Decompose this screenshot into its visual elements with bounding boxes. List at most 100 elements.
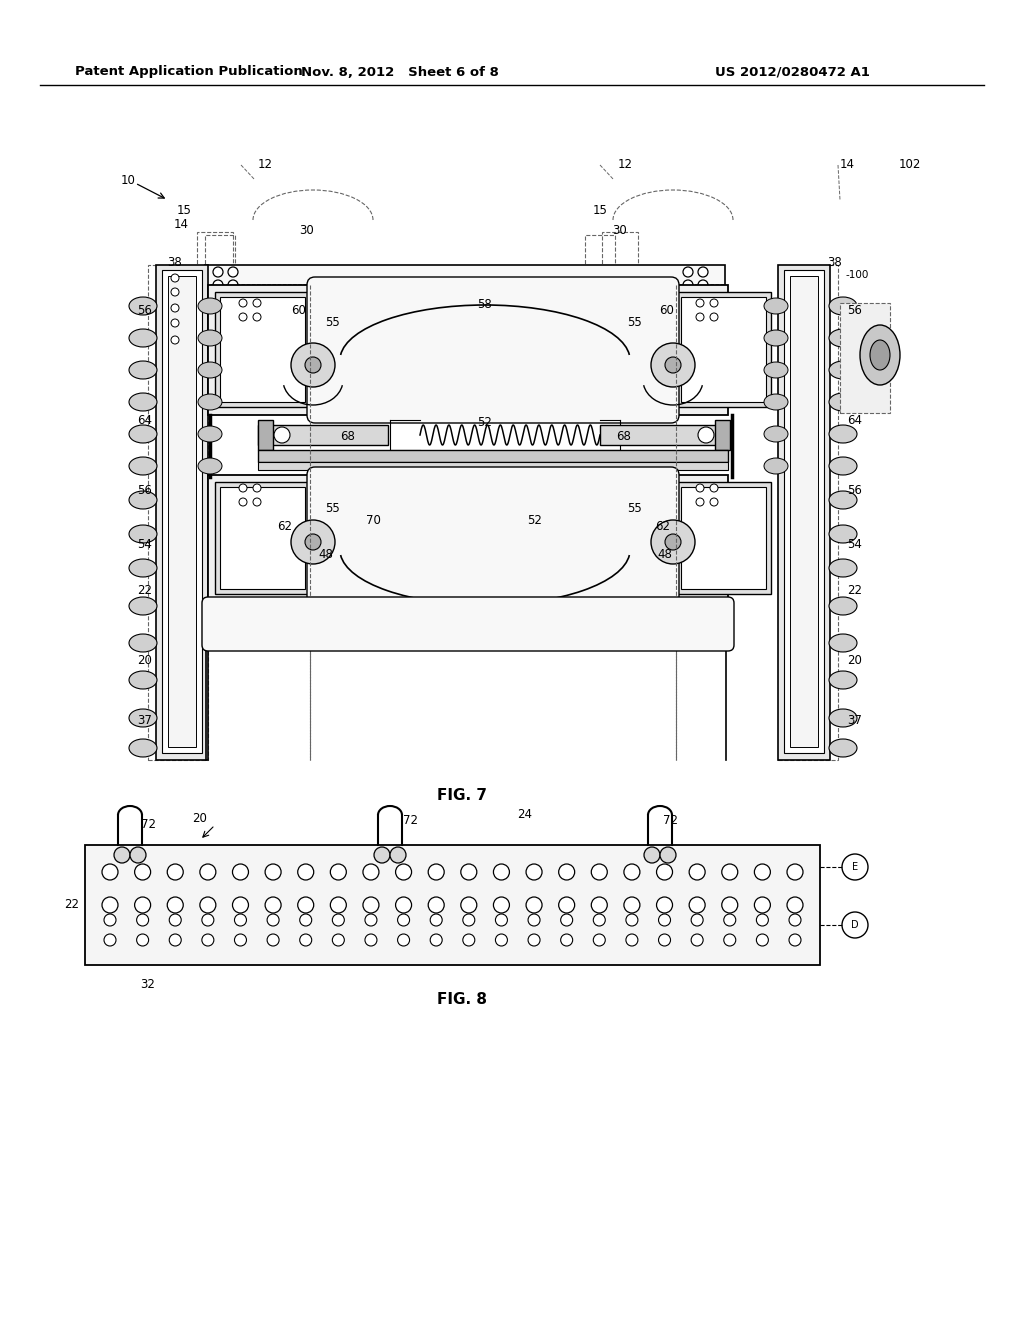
Ellipse shape [198,458,222,474]
Ellipse shape [829,525,857,543]
Circle shape [790,913,801,927]
Circle shape [362,865,379,880]
Circle shape [298,865,313,880]
Bar [220,487,305,589]
Circle shape [104,913,116,927]
Ellipse shape [829,634,857,652]
Circle shape [228,616,238,627]
Circle shape [698,603,708,612]
Bar [840,304,890,413]
Ellipse shape [764,393,788,411]
Circle shape [300,935,311,946]
Circle shape [683,267,693,277]
Circle shape [102,898,118,913]
Text: D: D [851,920,859,931]
Text: 20: 20 [848,653,862,667]
Circle shape [267,935,280,946]
Text: 55: 55 [628,317,642,330]
Circle shape [528,913,540,927]
Circle shape [232,865,249,880]
Text: -100: -100 [845,271,868,280]
Ellipse shape [764,330,788,346]
Circle shape [265,865,282,880]
Text: 24: 24 [517,808,532,821]
Ellipse shape [198,426,222,442]
Bar [585,235,615,280]
Text: 56: 56 [137,483,153,496]
Circle shape [696,484,705,492]
Circle shape [644,847,660,863]
Text: E: E [852,862,858,873]
Circle shape [171,288,179,296]
Ellipse shape [198,330,222,346]
Text: Patent Application Publication: Patent Application Publication [75,66,303,78]
Circle shape [234,935,247,946]
Circle shape [651,343,695,387]
Circle shape [696,300,705,308]
Text: FIG. 7: FIG. 7 [437,788,487,803]
Bar [156,265,208,760]
Circle shape [494,898,509,913]
Circle shape [228,267,238,277]
Text: 15: 15 [176,203,191,216]
Circle shape [265,898,282,913]
Circle shape [171,275,179,282]
Circle shape [253,313,261,321]
Ellipse shape [129,425,157,444]
Circle shape [213,267,223,277]
Text: 102: 102 [899,158,922,172]
Circle shape [722,898,737,913]
Text: 22: 22 [137,583,153,597]
Circle shape [291,520,335,564]
Text: 14: 14 [173,219,188,231]
Text: Nov. 8, 2012   Sheet 6 of 8: Nov. 8, 2012 Sheet 6 of 8 [301,66,499,78]
Circle shape [202,935,214,946]
Circle shape [698,616,708,627]
Circle shape [724,935,736,946]
Circle shape [528,935,540,946]
Bar [258,450,728,462]
Circle shape [624,898,640,913]
Text: 60: 60 [659,304,675,317]
Circle shape [710,313,718,321]
Text: 68: 68 [616,430,632,444]
Ellipse shape [764,458,788,474]
Circle shape [104,935,116,946]
Circle shape [430,935,442,946]
Ellipse shape [829,297,857,315]
Text: 55: 55 [326,317,340,330]
Ellipse shape [829,709,857,727]
Ellipse shape [829,558,857,577]
Circle shape [842,854,868,880]
Circle shape [696,313,705,321]
Bar [790,276,818,747]
Ellipse shape [829,739,857,756]
Circle shape [683,280,693,290]
Ellipse shape [129,634,157,652]
Ellipse shape [860,325,900,385]
Circle shape [710,498,718,506]
Text: 37: 37 [848,714,862,726]
Circle shape [722,865,737,880]
Bar [85,845,820,965]
Text: 38: 38 [827,256,843,269]
Circle shape [136,913,148,927]
Circle shape [757,913,768,927]
Bar [778,265,830,760]
Bar [215,482,310,594]
Bar [602,232,638,268]
Text: 22: 22 [848,583,862,597]
Circle shape [300,913,311,927]
FancyBboxPatch shape [307,277,679,422]
Circle shape [787,898,803,913]
Circle shape [239,498,247,506]
Circle shape [626,913,638,927]
Circle shape [200,898,216,913]
Ellipse shape [129,525,157,543]
Text: 62: 62 [278,520,293,533]
Circle shape [561,935,572,946]
Circle shape [757,935,768,946]
Ellipse shape [829,393,857,411]
Circle shape [390,847,406,863]
Text: 64: 64 [848,413,862,426]
